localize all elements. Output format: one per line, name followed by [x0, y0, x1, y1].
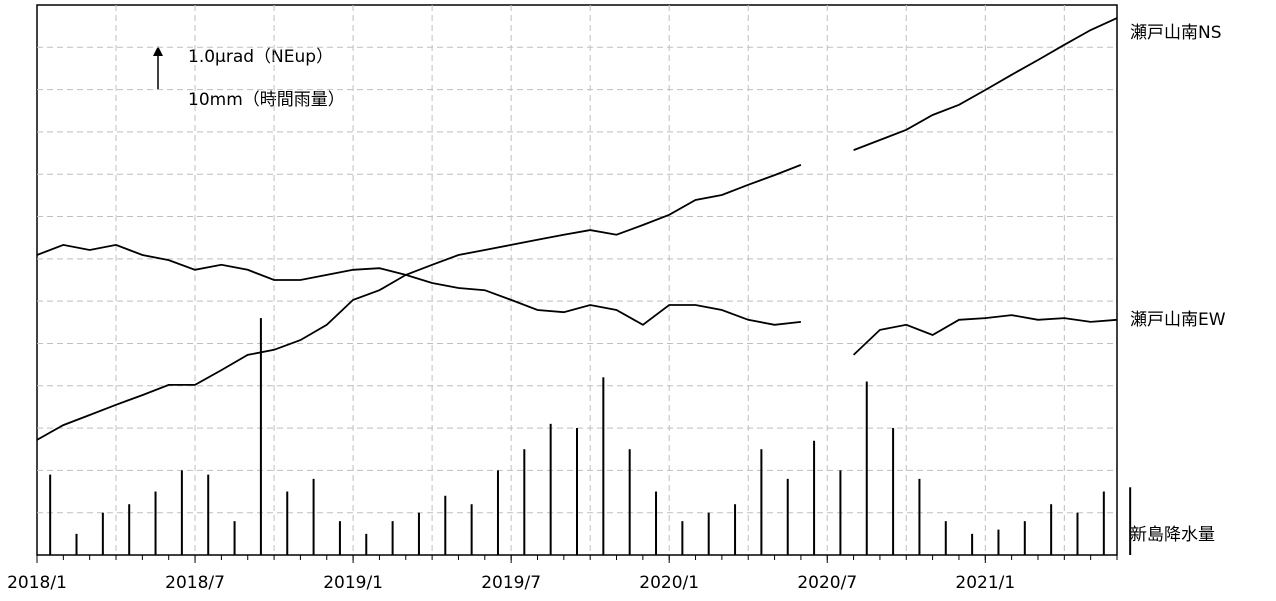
- rain-bar: [391, 521, 394, 555]
- rain-bar: [444, 495, 447, 555]
- x-tick-label: 2021/1: [955, 573, 1015, 593]
- rain-bar: [1076, 512, 1079, 555]
- series-label: 瀬戸山南NS: [1130, 23, 1222, 43]
- rain-bar: [1023, 521, 1026, 555]
- x-tick-label: 2020/7: [797, 573, 857, 593]
- rain-bar: [496, 470, 499, 555]
- series-label: 瀬戸山南EW: [1130, 310, 1226, 330]
- series-label: 新島降水量: [1130, 525, 1215, 545]
- rain-bar: [207, 474, 210, 555]
- rain-bar: [365, 533, 368, 555]
- rain-bar: [312, 478, 315, 555]
- rain-bar: [180, 470, 183, 555]
- rain-bar: [549, 423, 552, 555]
- rain-bar: [576, 428, 578, 555]
- x-tick-label: 2019/7: [481, 573, 541, 593]
- rain-bar: [286, 491, 289, 555]
- rain-bar: [259, 318, 262, 555]
- annotation: 1.0μrad（NEup）: [188, 47, 333, 67]
- scale-arrow-head: [153, 46, 163, 56]
- rain-bar: [233, 521, 236, 555]
- rain-bar: [655, 491, 658, 555]
- rain-bar: [971, 533, 974, 555]
- rain-bar: [101, 512, 104, 555]
- rain-bar: [338, 521, 341, 555]
- rain-bar: [997, 529, 1000, 555]
- rain-bar: [734, 504, 737, 555]
- rain-bar: [760, 449, 763, 555]
- rain-bar: [918, 478, 921, 555]
- x-tick-label: 2020/1: [639, 573, 699, 593]
- series-line: [36, 243, 1118, 356]
- rain-bar: [681, 521, 684, 555]
- rain-bar: [865, 381, 868, 555]
- x-tick-label: 2018/7: [165, 573, 225, 593]
- rain-bar: [944, 521, 947, 555]
- rain-bar: [839, 470, 842, 555]
- rain-bar: [628, 449, 631, 555]
- series-line: [36, 17, 1118, 441]
- rain-bar: [49, 474, 52, 555]
- rain-bar: [813, 440, 816, 555]
- rain-bar: [1129, 487, 1132, 555]
- rain-bar: [154, 491, 157, 555]
- x-tick-label: 2018/1: [7, 573, 67, 593]
- rain-bar: [1050, 504, 1053, 555]
- rain-bar: [602, 377, 605, 555]
- x-tick-label: 2019/1: [323, 573, 383, 593]
- rain-bar: [470, 504, 473, 555]
- rain-bar: [1102, 491, 1105, 555]
- annotation: 10mm（時間雨量）: [188, 90, 345, 110]
- rain-bar: [892, 428, 895, 555]
- rain-bar: [523, 449, 526, 555]
- rain-bar: [786, 478, 789, 555]
- rain-bar: [707, 512, 710, 555]
- rain-bar: [75, 533, 78, 555]
- rain-bar: [128, 504, 131, 555]
- rain-bar: [417, 512, 420, 555]
